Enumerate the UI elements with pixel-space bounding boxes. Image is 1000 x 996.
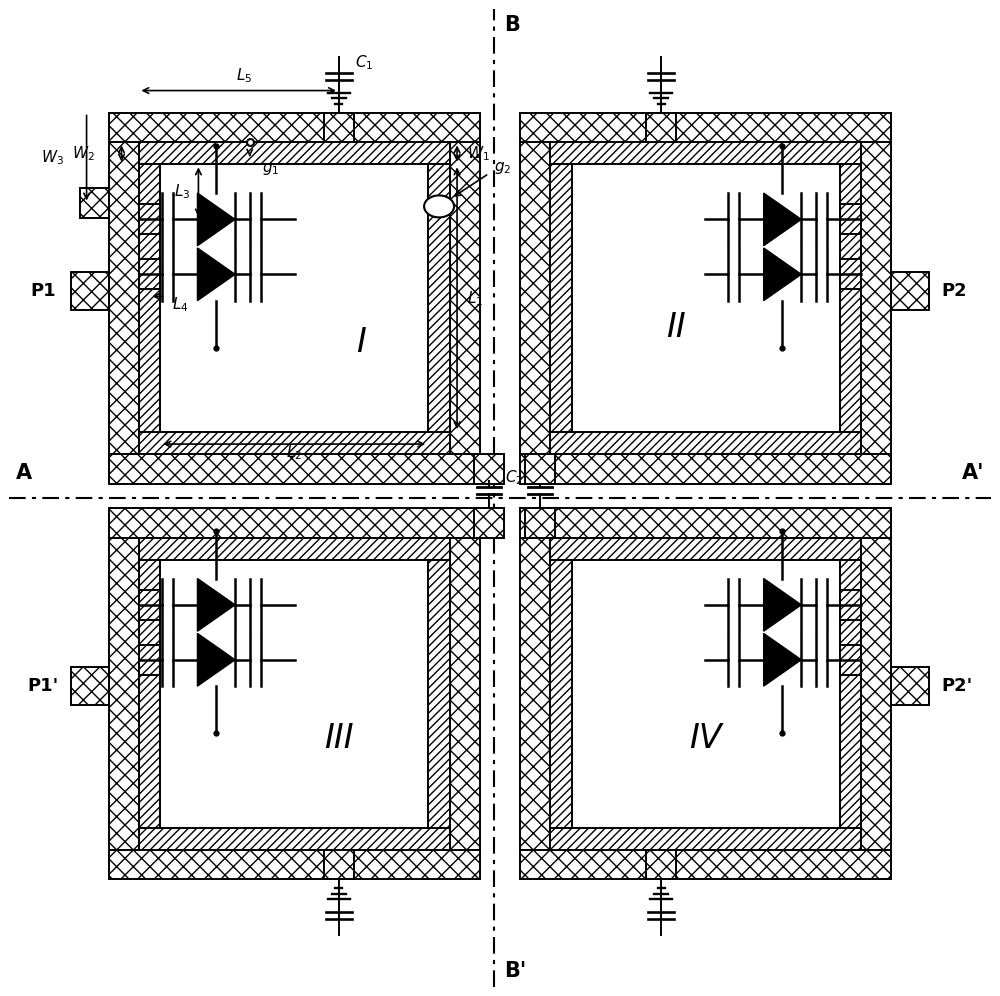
Text: $C_2$: $C_2$ [505,468,523,487]
Text: II: II [666,312,686,345]
Text: $L_1$: $L_1$ [467,289,483,308]
Bar [109,142,139,454]
Bar [80,188,109,218]
Text: P1: P1 [30,282,56,300]
Polygon shape [764,579,801,631]
Bar [550,142,861,164]
Bar [891,272,929,310]
Text: P2: P2 [941,282,967,300]
Ellipse shape [424,195,454,217]
Bar [891,667,929,705]
Bar [428,164,450,432]
Bar [550,538,861,560]
Polygon shape [764,248,801,301]
Bar [160,560,428,828]
Text: B: B [504,15,520,35]
Bar [520,113,891,142]
Bar [840,590,861,620]
Bar [474,508,504,538]
Text: IV: IV [689,722,722,755]
Bar [139,164,160,432]
Bar [71,667,109,705]
Bar [646,113,676,142]
Bar [71,272,109,310]
Bar [109,454,480,484]
Bar [520,538,550,850]
Text: I: I [356,327,366,360]
Bar [520,850,891,879]
Bar [139,828,450,850]
Bar [520,142,550,454]
Bar [139,259,160,289]
Bar [550,164,572,432]
Bar [572,560,840,828]
Bar [450,538,480,850]
Bar [139,142,450,164]
Bar [139,560,160,828]
Text: $g_2$: $g_2$ [494,160,511,176]
Bar [160,164,428,432]
Bar [324,850,354,879]
Bar [646,850,676,879]
Bar [139,538,450,560]
Bar [525,454,555,484]
Text: P2': P2' [941,677,973,695]
Bar [109,113,480,142]
Bar [840,204,861,234]
Bar [550,828,861,850]
Text: A': A' [962,463,984,483]
Bar [109,508,480,538]
Polygon shape [764,633,801,686]
Text: P1': P1' [27,677,59,695]
Bar [139,644,160,674]
Bar [324,113,354,142]
Text: $W_2$: $W_2$ [72,144,95,162]
Bar [139,432,450,454]
Bar [520,454,891,484]
Polygon shape [197,579,235,631]
Bar [139,204,160,234]
Bar [109,850,480,879]
Bar [840,164,861,432]
Bar [550,560,572,828]
Polygon shape [764,193,801,246]
Text: $L_4$: $L_4$ [172,295,189,314]
Text: $C_1$: $C_1$ [355,54,373,73]
Text: B': B' [504,961,526,981]
Bar [550,432,861,454]
Bar [109,538,139,850]
Text: $L_3$: $L_3$ [174,182,190,201]
Bar [450,142,480,454]
Bar [474,454,504,484]
Bar [525,508,555,538]
Text: $g_1$: $g_1$ [262,161,279,177]
Text: $L_2$: $L_2$ [286,443,302,462]
Polygon shape [197,193,235,246]
Bar [840,560,861,828]
Text: $L_5$: $L_5$ [236,67,252,86]
Polygon shape [197,248,235,301]
Text: $W_3$: $W_3$ [41,148,64,167]
Bar [840,259,861,289]
Polygon shape [197,633,235,686]
Bar [139,590,160,620]
Bar [861,538,891,850]
Bar [840,644,861,674]
Text: A: A [16,463,32,483]
Bar [428,560,450,828]
Text: $W_1$: $W_1$ [467,144,490,162]
Bar [520,508,891,538]
Bar [861,142,891,454]
Text: III: III [324,722,354,755]
Bar [572,164,840,432]
